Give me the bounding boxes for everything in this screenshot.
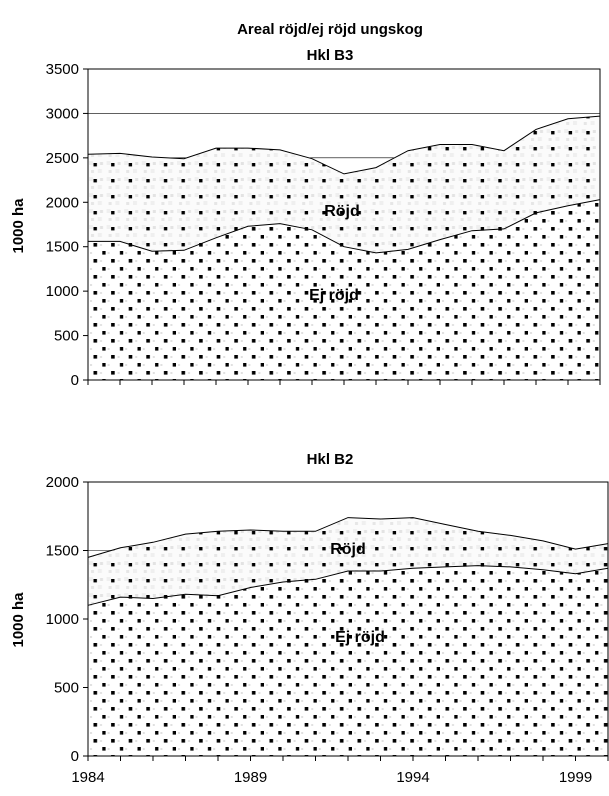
y-tick-label: 500 <box>54 680 79 697</box>
annotation-ej-rojd: Ej röjd <box>309 287 359 304</box>
series-line-ej-rojd <box>88 199 601 254</box>
area-ej-rojd <box>88 199 600 380</box>
x-tick-label: 1989 <box>234 769 267 786</box>
figure-title: Areal röjd/ej röjd ungskog <box>237 21 423 38</box>
annotation-rojd: Röjd <box>330 541 366 558</box>
y-axis-label: 1000 ha <box>10 198 27 254</box>
x-tick-label: 1999 <box>559 769 592 786</box>
y-tick-label: 1500 <box>46 543 79 560</box>
plot-areas <box>88 517 608 756</box>
y-tick-label: 500 <box>54 328 79 345</box>
series-line-rojd <box>87 517 609 558</box>
y-tick-label: 0 <box>71 748 79 765</box>
chart-title: Hkl B3 <box>307 47 354 64</box>
x-tick-label: 1984 <box>71 769 104 786</box>
y-tick-label: 3500 <box>46 61 79 78</box>
x-tick-label: 1994 <box>396 769 429 786</box>
y-tick-label: 2000 <box>46 194 79 211</box>
area-rojd <box>88 517 608 606</box>
y-tick-label: 3000 <box>46 105 79 122</box>
plot-areas <box>88 116 600 380</box>
annotation-rojd: Röjd <box>324 203 360 220</box>
axes: 0 500 1000 1500 2000 2500 3000 3500 <box>46 61 601 389</box>
y-tick-label: 2500 <box>46 150 79 167</box>
series-line-ej-rojd <box>87 565 609 606</box>
axes: 0 500 1000 1500 2000 1984 1989 1994 1999 <box>46 474 609 786</box>
series-line-rojd <box>87 115 601 175</box>
series-lines <box>87 115 601 254</box>
y-tick-label: 0 <box>71 372 79 389</box>
y-tick-label: 1500 <box>46 239 79 256</box>
y-axis-label: 1000 ha <box>10 592 27 648</box>
area-ej-rojd <box>88 565 608 756</box>
area-rojd <box>88 116 600 253</box>
y-tick-label: 1000 <box>46 283 79 300</box>
chart-hkl-b3: Hkl B3 0 500 1000 1500 2000 2500 3000 3500 1000… <box>10 47 601 389</box>
series-lines <box>87 517 609 606</box>
annotation-ej-rojd: Ej röjd <box>335 629 385 646</box>
y-tick-label: 1000 <box>46 611 79 628</box>
chart-title: Hkl B2 <box>307 451 354 468</box>
y-tick-label: 2000 <box>46 474 79 491</box>
